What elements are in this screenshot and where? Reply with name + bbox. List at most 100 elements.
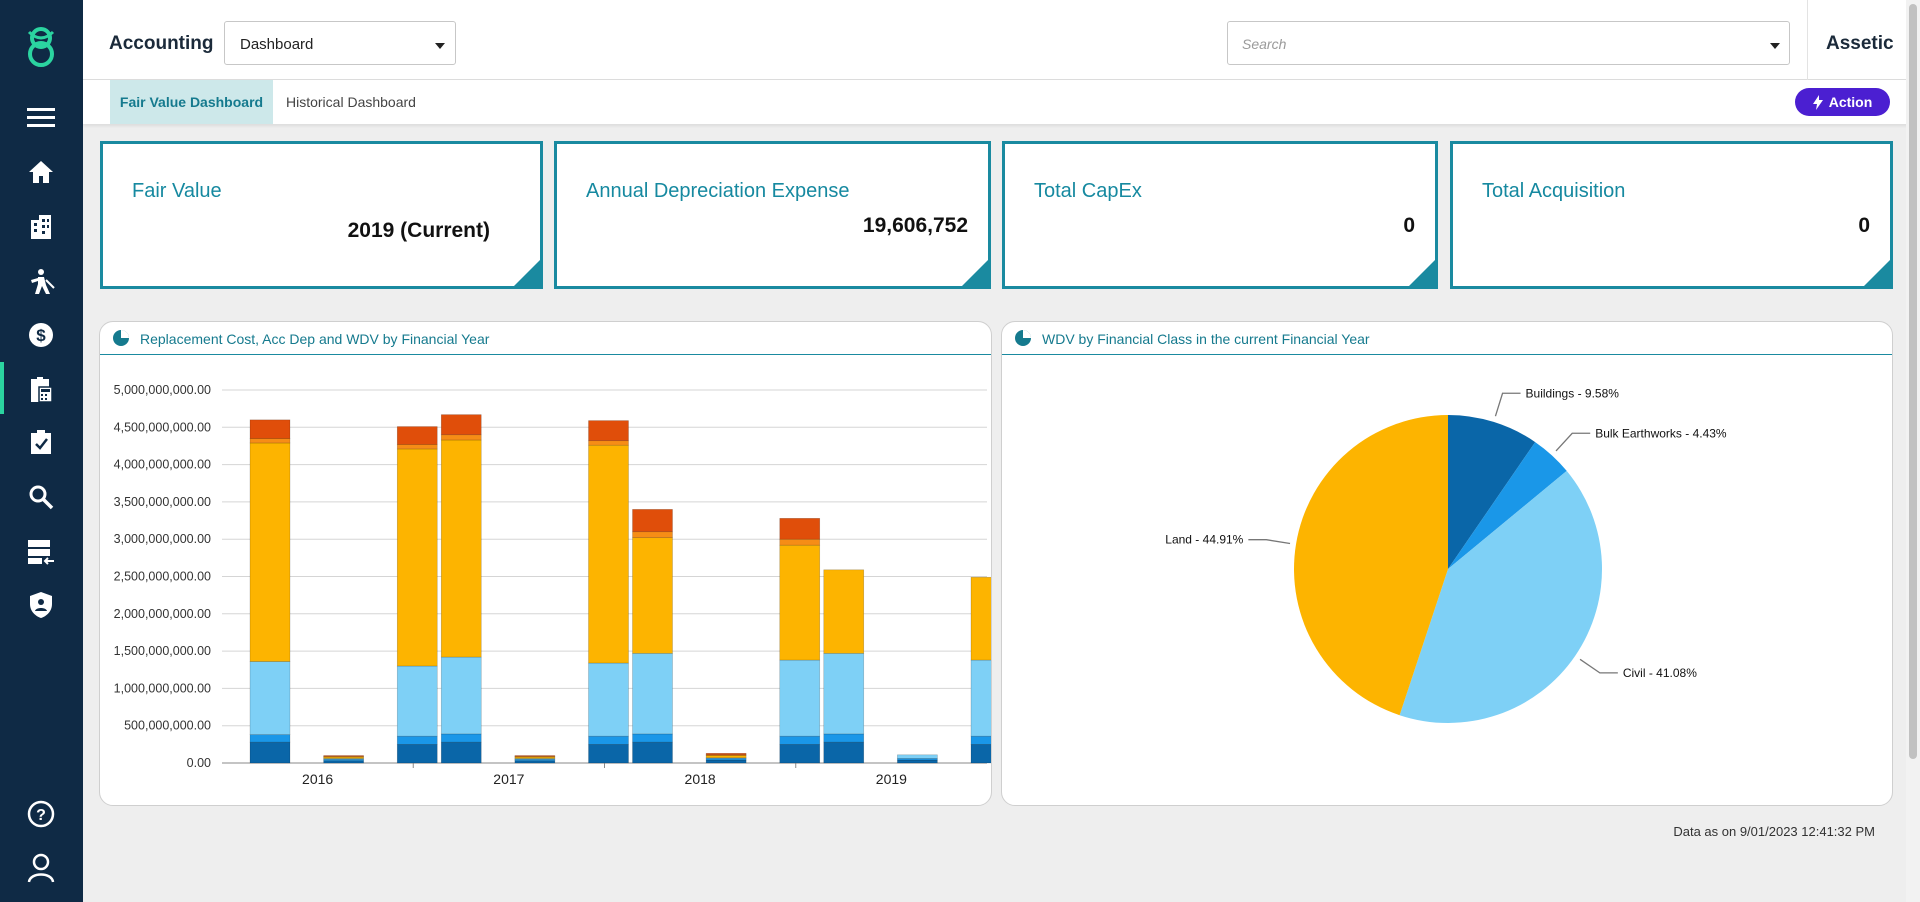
pie-label-connector (1555, 432, 1591, 452)
bar-segment[interactable] (632, 509, 673, 533)
bar-segment[interactable] (970, 576, 992, 661)
building-icon[interactable] (24, 210, 58, 244)
pie-slice[interactable] (1294, 415, 1448, 716)
bar-segment[interactable] (396, 444, 438, 450)
data-timestamp: Data as on 9/01/2023 12:41:32 PM (1673, 824, 1875, 839)
bar-segment[interactable] (396, 744, 438, 764)
pie-slice[interactable] (1448, 415, 1536, 569)
view-select[interactable]: Dashboard (224, 21, 456, 65)
bar-segment[interactable] (897, 754, 938, 759)
pie-slice-label: Civil - 41.08% (1623, 666, 1697, 680)
bar-segment[interactable] (897, 759, 938, 764)
pie-chart: Buildings - 9.58% Bulk Earthworks - 4.43%… (1165, 386, 1727, 723)
pie-slice-label: Land - 44.91% (1165, 533, 1243, 547)
bar-segment[interactable] (440, 733, 482, 743)
server-icon[interactable] (24, 535, 58, 569)
panel-header: WDV by Financial Class in the current Fi… (1002, 322, 1892, 355)
bar-segment[interactable] (823, 733, 865, 743)
stacked-bar-chart: 0.00 500,000,000.00 1,000,000,000.00 1,500,… (114, 383, 992, 787)
x-tick-label: 2017 (493, 771, 524, 787)
bar-segment[interactable] (588, 420, 629, 442)
bar-segment[interactable] (705, 759, 747, 764)
tab-historical-dashboard[interactable]: Historical Dashboard (286, 94, 416, 110)
bar-segment[interactable] (970, 659, 992, 737)
kpi-card-fair-value[interactable]: Fair Value 2019 (Current) (100, 141, 543, 289)
bar-segment[interactable] (249, 419, 291, 439)
bar-segment[interactable] (249, 661, 291, 735)
kpi-card-annual-depreciation[interactable]: Annual Depreciation Expense 19,606,752 (554, 141, 991, 289)
home-icon[interactable] (24, 155, 58, 189)
bar-segment[interactable] (588, 444, 629, 664)
y-tick-label: 0.00 (187, 756, 211, 770)
shield-icon[interactable] (24, 588, 58, 622)
tab-fair-value-dashboard[interactable]: Fair Value Dashboard (110, 80, 273, 124)
bar-segment[interactable] (249, 438, 291, 444)
bar-segment[interactable] (440, 414, 482, 436)
bar-segment[interactable] (779, 659, 821, 737)
clipboard-icon[interactable] (24, 425, 58, 459)
bar-segment[interactable] (396, 665, 438, 737)
kpi-card-title: Total CapEx (1034, 180, 1142, 202)
accounting-icon[interactable] (24, 372, 58, 406)
bar-segment[interactable] (249, 442, 291, 662)
svg-text:$: $ (36, 326, 46, 345)
bar-segment[interactable] (705, 755, 747, 759)
page-scrollbar[interactable] (1906, 0, 1920, 902)
app-logo[interactable] (19, 24, 63, 70)
action-button-label: Action (1828, 94, 1873, 110)
bar-segment[interactable] (779, 538, 821, 546)
scrollbar-thumb[interactable] (1909, 4, 1917, 759)
bar-segment[interactable] (396, 735, 438, 745)
bar-segment[interactable] (779, 544, 821, 661)
bar-segment[interactable] (823, 653, 865, 735)
bar-segment[interactable] (632, 733, 673, 743)
panel-title: WDV by Financial Class in the current Fi… (1042, 331, 1370, 347)
help-icon[interactable]: ? (24, 797, 58, 831)
card-corner-icon (962, 260, 988, 286)
bar-segment[interactable] (588, 662, 629, 737)
bar-segment[interactable] (823, 569, 865, 654)
search-icon[interactable] (24, 480, 58, 514)
bar-segment[interactable] (970, 744, 992, 764)
bar-segment[interactable] (632, 537, 673, 654)
bar-segment[interactable] (779, 735, 821, 745)
bar-segment[interactable] (588, 735, 629, 745)
bar-segment[interactable] (396, 426, 438, 445)
search-input[interactable]: Search (1227, 21, 1790, 65)
pie-chart-icon (113, 330, 129, 346)
pie-slice[interactable] (1399, 470, 1602, 723)
bar-segment[interactable] (249, 741, 291, 764)
bar-segment[interactable] (632, 741, 673, 764)
bar-segment[interactable] (632, 653, 673, 735)
bar-segment[interactable] (588, 440, 629, 446)
bar-segment[interactable] (970, 735, 992, 745)
bar-segment[interactable] (514, 755, 556, 757)
bar-segment[interactable] (440, 656, 482, 735)
bar-segment[interactable] (779, 744, 821, 764)
menu-icon[interactable] (24, 100, 58, 134)
bar-segment[interactable] (632, 531, 673, 539)
finance-icon[interactable]: $ (24, 318, 58, 352)
bar-segment[interactable] (249, 734, 291, 743)
kpi-card-total-acquisition[interactable]: Total Acquisition 0 (1450, 141, 1893, 289)
bar-segment[interactable] (396, 448, 438, 667)
chevron-down-icon (435, 43, 445, 49)
tab-bar: Fair Value Dashboard Historical Dashboar… (83, 80, 1920, 124)
bar-segment[interactable] (323, 755, 364, 757)
sidebar-active-indicator (0, 362, 4, 414)
bar-segment[interactable] (440, 741, 482, 764)
action-button[interactable]: Action (1795, 88, 1890, 116)
bar-segment[interactable] (440, 434, 482, 441)
bar-segment[interactable] (823, 741, 865, 764)
kpi-card-total-capex[interactable]: Total CapEx 0 (1002, 141, 1438, 289)
bar-segment[interactable] (323, 760, 364, 764)
bar-segment[interactable] (440, 439, 482, 658)
bar-segment[interactable] (514, 760, 556, 764)
bar-segment[interactable] (705, 753, 747, 756)
user-icon[interactable] (24, 851, 58, 885)
y-tick-label: 4,500,000,000.00 (114, 420, 211, 434)
bar-segment[interactable] (588, 744, 629, 764)
worker-icon[interactable] (24, 265, 58, 299)
pie-slice[interactable] (1448, 442, 1567, 569)
bar-segment[interactable] (779, 518, 821, 540)
